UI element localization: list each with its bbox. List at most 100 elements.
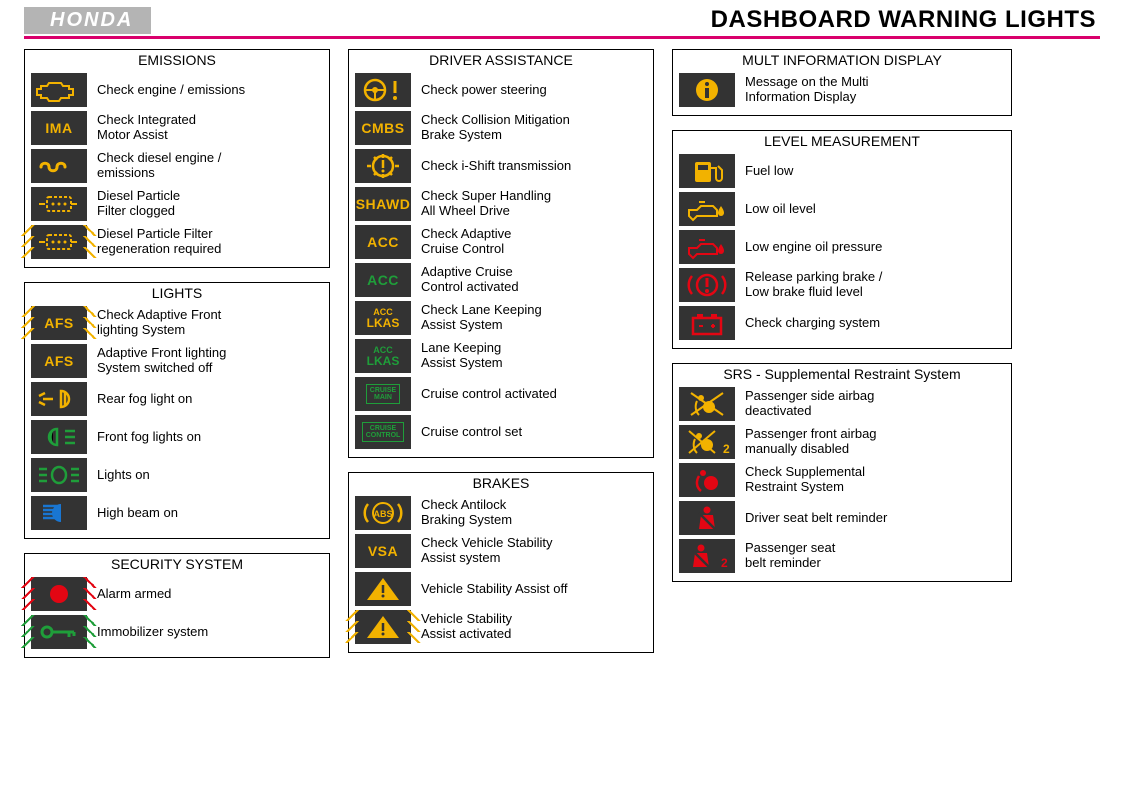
- panel-title: LIGHTS: [25, 283, 329, 304]
- warning-label: Lane KeepingAssist System: [421, 341, 503, 371]
- column-2: DRIVER ASSISTANCE Check power steering CMB…: [348, 49, 654, 653]
- panel: LIGHTSAFSCheck Adaptive Frontlighting Sy…: [24, 282, 330, 539]
- warning-icon: CMBS: [355, 111, 411, 145]
- panel-title: EMISSIONS: [25, 50, 329, 71]
- warning-row: Rear fog light on: [31, 380, 323, 418]
- warning-icon: CRUISEMAIN: [355, 377, 411, 411]
- warning-label: High beam on: [97, 506, 178, 521]
- warning-row: Driver seat belt reminder: [679, 499, 1005, 537]
- warning-label: Rear fog light on: [97, 392, 192, 407]
- warning-icon: [31, 382, 87, 416]
- warning-row: Alarm armed: [31, 575, 323, 613]
- warning-icon: [679, 154, 735, 188]
- warning-label: Check Collision MitigationBrake System: [421, 113, 570, 143]
- svg-text:2: 2: [721, 556, 728, 570]
- panel-title: DRIVER ASSISTANCE: [349, 50, 653, 71]
- warning-row: Message on the MultiInformation Display: [679, 71, 1005, 109]
- warning-icon: [31, 225, 87, 259]
- warning-row: ACCLKAS Lane KeepingAssist System: [355, 337, 647, 375]
- warning-icon: [31, 420, 87, 454]
- warning-row: Check engine / emissions: [31, 71, 323, 109]
- warning-label: Diesel Particle Filterregeneration requi…: [97, 227, 221, 257]
- accent-rule: [24, 36, 1100, 39]
- warning-label: Fuel low: [745, 164, 793, 179]
- warning-label: Passenger side airbagdeactivated: [745, 389, 874, 419]
- warning-label: Check i-Shift transmission: [421, 159, 571, 174]
- columns-container: EMISSIONSCheck engine / emissionsIMAChec…: [0, 49, 1124, 682]
- panel-rows: ABS Check AntilockBraking System VSACheck …: [349, 494, 653, 652]
- panel: LEVEL MEASUREMENTFuel lowLow oil levelLo…: [672, 130, 1012, 349]
- warning-row: Check SupplementalRestraint System: [679, 461, 1005, 499]
- warning-row: CRUISECONTROL Cruise control set: [355, 413, 647, 451]
- warning-row: AFSAdaptive Front lightingSystem switche…: [31, 342, 323, 380]
- warning-label: Alarm armed: [97, 587, 171, 602]
- warning-icon: [31, 73, 87, 107]
- warning-icon: [31, 187, 87, 221]
- warning-row: Diesel ParticleFilter clogged: [31, 185, 323, 223]
- warning-label: Adaptive Front lightingSystem switched o…: [97, 346, 226, 376]
- warning-icon: [679, 192, 735, 226]
- warning-icon: [679, 306, 735, 340]
- svg-text:ABS: ABS: [373, 509, 392, 519]
- panel-title: BRAKES: [349, 473, 653, 494]
- warning-label: Front fog lights on: [97, 430, 201, 445]
- panel-title: LEVEL MEASUREMENT: [673, 131, 1011, 152]
- panel-title: SECURITY SYSTEM: [25, 554, 329, 575]
- warning-icon: [31, 496, 87, 530]
- warning-row: IMA Check IntegratedMotor Assist: [31, 109, 323, 147]
- warning-label: Immobilizer system: [97, 625, 208, 640]
- panel-rows: AFSCheck Adaptive Frontlighting SystemAF…: [25, 304, 329, 538]
- warning-row: Check i-Shift transmission: [355, 147, 647, 185]
- warning-label: Check Adaptive Frontlighting System: [97, 308, 221, 338]
- warning-row: Vehicle Stability Assist off: [355, 570, 647, 608]
- panel-title: MULT INFORMATION DISPLAY: [673, 50, 1011, 71]
- warning-icon: ACC: [355, 225, 411, 259]
- warning-label: Cruise control set: [421, 425, 522, 440]
- warning-label: Vehicle StabilityAssist activated: [421, 612, 512, 642]
- warning-icon: ACCLKAS: [355, 339, 411, 373]
- warning-icon: [31, 615, 87, 649]
- warning-row: CRUISEMAINCruise control activated: [355, 375, 647, 413]
- page-title: DASHBOARD WARNING LIGHTS: [711, 6, 1096, 34]
- warning-icon: CRUISECONTROL: [355, 415, 411, 449]
- warning-icon: [679, 501, 735, 535]
- warning-label: Check power steering: [421, 83, 547, 98]
- warning-row: VSACheck Vehicle StabilityAssist system: [355, 532, 647, 570]
- panel: SRS - Supplemental Restraint SystemPasse…: [672, 363, 1012, 582]
- panel: BRAKES ABS Check AntilockBraking System VSA…: [348, 472, 654, 653]
- warning-row: ACCAdaptive CruiseControl activated: [355, 261, 647, 299]
- warning-row: ACCCheck AdaptiveCruise Control: [355, 223, 647, 261]
- warning-icon: [355, 73, 411, 107]
- panel: DRIVER ASSISTANCE Check power steering CMB…: [348, 49, 654, 458]
- warning-label: Message on the MultiInformation Display: [745, 75, 869, 105]
- warning-icon: IMA: [31, 111, 87, 145]
- warning-icon: [679, 268, 735, 302]
- panel: MULT INFORMATION DISPLAY Message on the M…: [672, 49, 1012, 116]
- warning-row: ACCLKASCheck Lane KeepingAssist System: [355, 299, 647, 337]
- warning-label: Check IntegratedMotor Assist: [97, 113, 196, 143]
- warning-label: Passenger seatbelt reminder: [745, 541, 835, 571]
- warning-icon: [31, 577, 87, 611]
- warning-row: 2Passenger front airbagmanually disabled: [679, 423, 1005, 461]
- warning-label: Check AntilockBraking System: [421, 498, 512, 528]
- warning-row: High beam on: [31, 494, 323, 532]
- warning-row: Front fog lights on: [31, 418, 323, 456]
- warning-label: Check SupplementalRestraint System: [745, 465, 865, 495]
- warning-label: Vehicle Stability Assist off: [421, 582, 567, 597]
- warning-row: SHAWDCheck Super HandlingAll Wheel Drive: [355, 185, 647, 223]
- panel-rows: Check power steering CMBS Check Collision …: [349, 71, 653, 457]
- warning-icon: [679, 230, 735, 264]
- panel-rows: Message on the MultiInformation Display: [673, 71, 1011, 115]
- panel: EMISSIONSCheck engine / emissionsIMAChec…: [24, 49, 330, 268]
- panel-rows: Passenger side airbagdeactivated2Passeng…: [673, 385, 1011, 581]
- warning-row: Check diesel engine /emissions: [31, 147, 323, 185]
- warning-row: 2 Passenger seatbelt reminder: [679, 537, 1005, 575]
- panel-rows: Alarm armed Immobilizer system: [25, 575, 329, 657]
- warning-row: Low engine oil pressure: [679, 228, 1005, 266]
- warning-label: Release parking brake /Low brake fluid l…: [745, 270, 882, 300]
- warning-row: Immobilizer system: [31, 613, 323, 651]
- warning-icon: VSA: [355, 534, 411, 568]
- warning-row: CMBS Check Collision MitigationBrake Syst…: [355, 109, 647, 147]
- panel-rows: Fuel lowLow oil levelLow engine oil pres…: [673, 152, 1011, 348]
- warning-row: Fuel low: [679, 152, 1005, 190]
